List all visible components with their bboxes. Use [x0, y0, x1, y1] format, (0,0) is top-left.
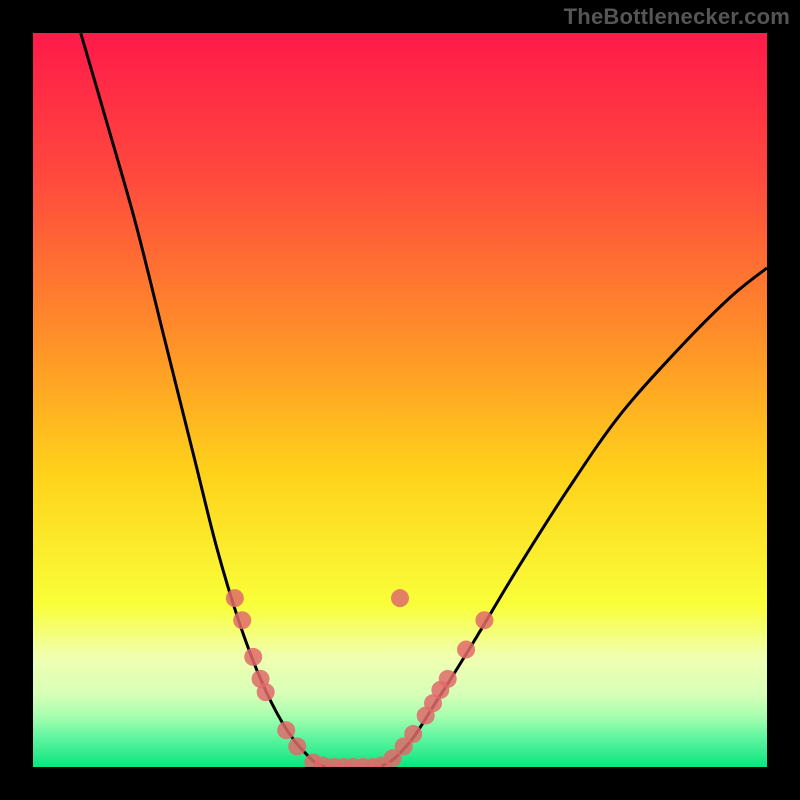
data-marker	[404, 725, 422, 743]
watermark-text: TheBottlenecker.com	[564, 4, 790, 30]
plot-svg	[0, 0, 800, 800]
gradient-background	[33, 33, 767, 767]
data-marker	[257, 683, 275, 701]
chart-frame: TheBottlenecker.com	[0, 0, 800, 800]
data-marker	[244, 648, 262, 666]
data-marker	[288, 737, 306, 755]
data-marker	[439, 670, 457, 688]
data-marker	[233, 611, 251, 629]
data-marker	[475, 611, 493, 629]
data-marker	[457, 641, 475, 659]
data-marker	[226, 589, 244, 607]
data-marker	[277, 721, 295, 739]
data-marker	[391, 589, 409, 607]
